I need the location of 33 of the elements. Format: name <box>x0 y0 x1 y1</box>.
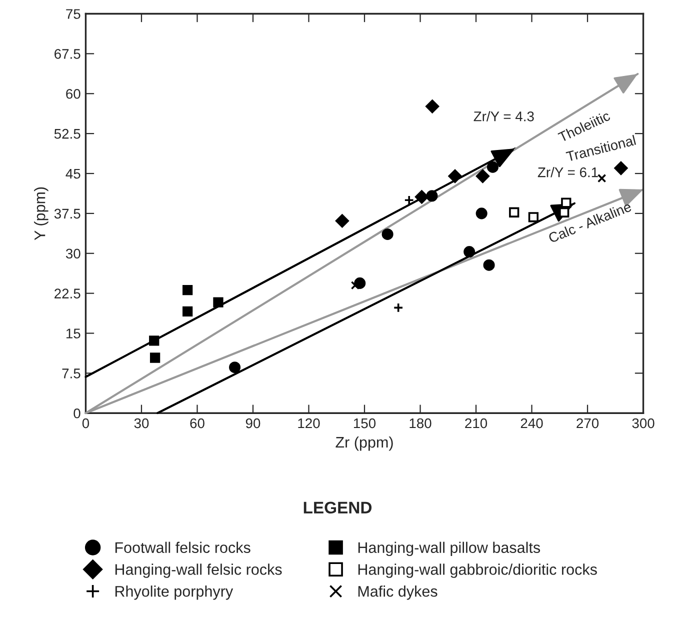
x-tick-label: 120 <box>298 418 320 428</box>
y-tick-label: 30 <box>66 248 80 259</box>
legend-label: Rhyolite porphyry <box>115 586 234 600</box>
legend-label: Footwall felsic rocks <box>115 542 250 554</box>
x-tick-label: 30 <box>134 418 149 428</box>
y-tick-label: 75 <box>66 9 80 19</box>
legend-title: LEGEND <box>304 502 372 514</box>
x-tick-label: 60 <box>190 418 204 428</box>
legend-label: Hanging-wall gabbroic/dioritic rocks <box>358 564 597 578</box>
x-tick-label: 90 <box>246 418 260 428</box>
y-axis-title: Y (ppm) <box>34 187 48 240</box>
y-tick-label: 67.5 <box>54 49 80 59</box>
x-tick-label: 240 <box>520 418 543 428</box>
x-tick-label: 270 <box>576 418 599 428</box>
y-tick-label: 60 <box>66 88 80 99</box>
legend-label: Mafic dykes <box>358 586 438 600</box>
annotation: Zr/Y = 6.1 <box>538 167 598 178</box>
legend-label: Hanging-wall felsic rocks <box>115 564 282 578</box>
y-tick-label: 37.5 <box>54 208 80 219</box>
x-tick-label: 150 <box>354 418 376 428</box>
y-tick-label: 52.5 <box>54 128 80 139</box>
legend-label: Hanging-wall pillow basalts <box>358 542 540 556</box>
x-tick-label: 300 <box>632 418 654 428</box>
y-tick-label: 22.5 <box>54 288 80 298</box>
x-tick-label: 180 <box>410 418 432 428</box>
y-tick-label: 45 <box>66 168 80 179</box>
y-tick-label: 7.5 <box>62 368 80 378</box>
y-tick-label: 15 <box>66 328 80 338</box>
x-tick-label: 210 <box>465 418 488 428</box>
x-tick-label: 0 <box>82 418 90 428</box>
y-tick-label: 0 <box>74 408 80 418</box>
annotation: Zr/Y = 4.3 <box>474 111 534 122</box>
x-axis-title: Zr (ppm) <box>336 436 393 451</box>
